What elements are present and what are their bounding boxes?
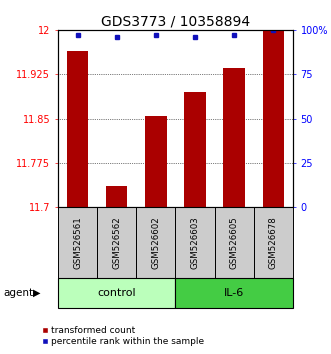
Bar: [145, 116, 166, 207]
Bar: [175, 278, 293, 308]
Bar: [97, 207, 136, 278]
Bar: [58, 278, 175, 308]
Bar: [214, 207, 254, 278]
Text: GSM526603: GSM526603: [191, 216, 200, 269]
Text: control: control: [97, 288, 136, 298]
Text: GSM526605: GSM526605: [230, 216, 239, 269]
Text: agent: agent: [3, 288, 33, 298]
Bar: [136, 207, 175, 278]
Bar: [262, 30, 284, 207]
Text: GSM526562: GSM526562: [112, 216, 121, 269]
Text: ▶: ▶: [33, 288, 41, 298]
Text: GSM526561: GSM526561: [73, 216, 82, 269]
Bar: [106, 187, 127, 207]
Title: GDS3773 / 10358894: GDS3773 / 10358894: [101, 15, 250, 29]
Legend: transformed count, percentile rank within the sample: transformed count, percentile rank withi…: [38, 322, 208, 349]
Text: GSM526678: GSM526678: [269, 216, 278, 269]
Text: GSM526602: GSM526602: [151, 216, 160, 269]
Bar: [175, 207, 214, 278]
Bar: [67, 51, 88, 207]
Bar: [58, 207, 97, 278]
Bar: [223, 68, 245, 207]
Bar: [254, 207, 293, 278]
Bar: [184, 92, 206, 207]
Text: IL-6: IL-6: [224, 288, 244, 298]
